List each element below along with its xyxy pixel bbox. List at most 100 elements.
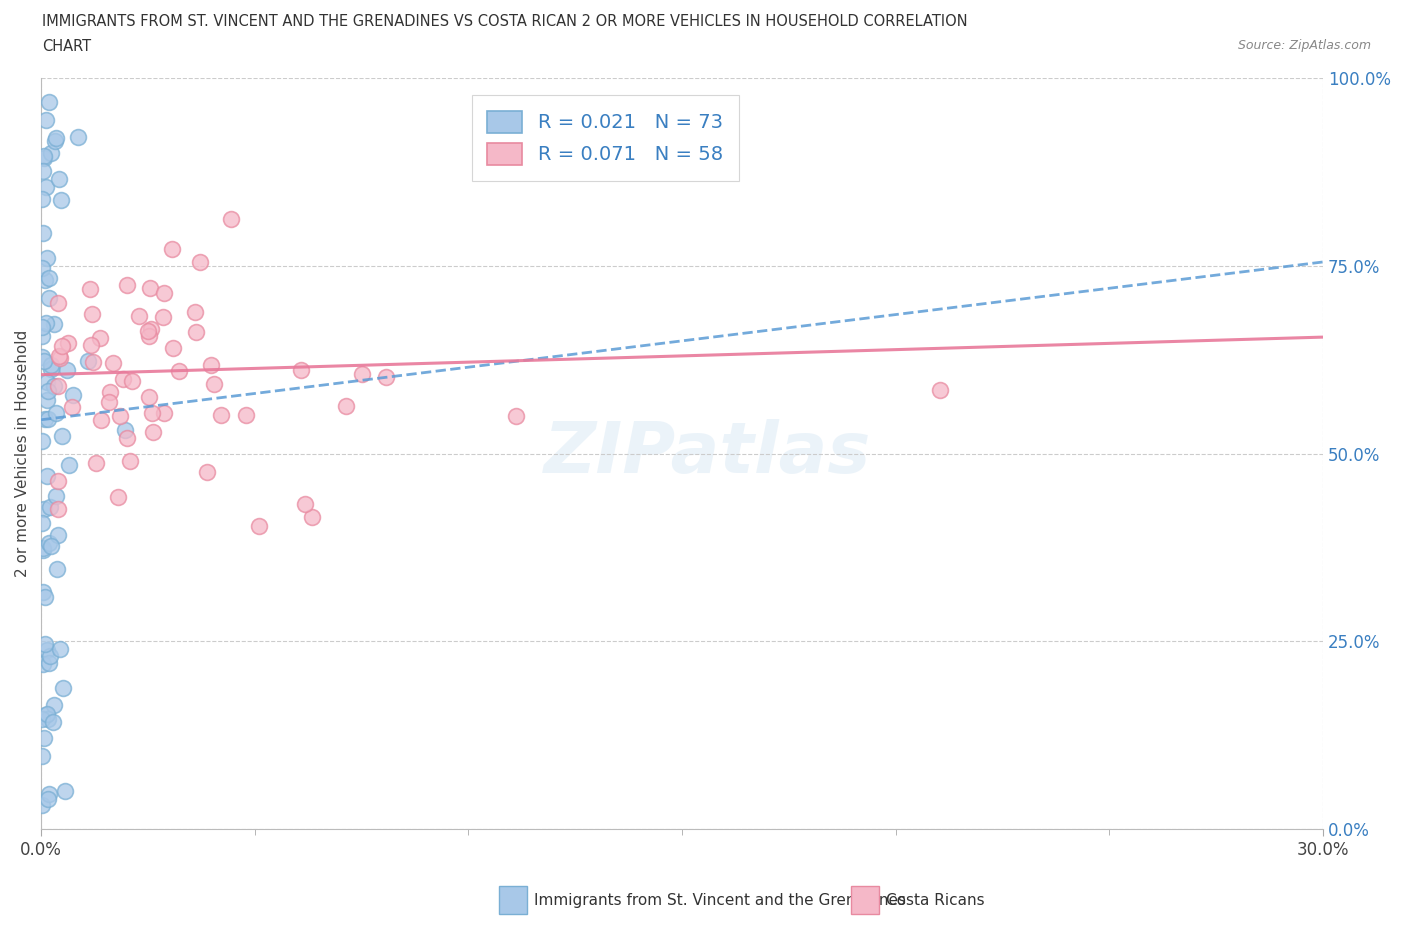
Point — [31, 192, 53, 206]
Point — [56, 363, 79, 378]
Point — [152, 310, 174, 325]
Point — [139, 322, 162, 337]
Point — [34, 590, 56, 604]
Point — [31, 260, 53, 275]
Point — [34, 637, 56, 652]
Point — [35, 375, 58, 390]
Point — [31, 584, 53, 599]
Point — [160, 242, 183, 257]
Point — [32, 149, 55, 164]
Point — [46, 295, 69, 310]
Point — [58, 458, 80, 472]
Point — [82, 355, 104, 370]
Point — [128, 309, 150, 324]
Point — [35, 392, 58, 407]
Point — [48, 172, 70, 187]
Point — [31, 711, 53, 726]
Point — [49, 350, 72, 365]
Point — [34, 353, 56, 368]
Point — [31, 798, 53, 813]
Point — [188, 255, 211, 270]
Point — [48, 349, 70, 364]
Point — [52, 680, 75, 695]
Point — [98, 385, 121, 400]
Point — [141, 405, 163, 420]
Point — [35, 315, 58, 330]
Point — [184, 325, 207, 339]
Point — [139, 281, 162, 296]
Point — [44, 316, 66, 331]
Point — [37, 383, 59, 398]
Point — [136, 324, 159, 339]
Point — [247, 518, 270, 533]
Point — [35, 469, 58, 484]
Point — [38, 271, 60, 286]
Point — [51, 429, 73, 444]
Text: Costa Ricans: Costa Ricans — [886, 893, 984, 908]
Point — [38, 655, 60, 670]
Y-axis label: 2 or more Vehicles in Household: 2 or more Vehicles in Household — [15, 330, 30, 578]
Point — [32, 731, 55, 746]
Point — [51, 339, 73, 353]
Text: CHART: CHART — [42, 39, 91, 54]
Point — [90, 413, 112, 428]
Point — [77, 353, 100, 368]
Point — [32, 150, 55, 165]
Point — [45, 488, 67, 503]
Point — [86, 456, 108, 471]
Point — [103, 355, 125, 370]
Point — [82, 307, 104, 322]
Point — [31, 749, 53, 764]
Point — [38, 291, 60, 306]
Point — [374, 369, 396, 384]
Point — [301, 510, 323, 525]
Point — [505, 408, 527, 423]
Point — [44, 134, 66, 149]
Point — [195, 465, 218, 480]
Point — [209, 407, 232, 422]
Point — [46, 562, 69, 577]
Point — [34, 273, 56, 288]
Point — [114, 422, 136, 437]
Point — [200, 357, 222, 372]
Point — [32, 657, 55, 671]
Point — [62, 388, 84, 403]
Point — [31, 225, 53, 240]
Point — [162, 340, 184, 355]
Point — [138, 328, 160, 343]
Point — [202, 377, 225, 392]
Point — [167, 364, 190, 379]
Point — [39, 538, 62, 553]
Point — [53, 784, 76, 799]
Point — [138, 390, 160, 405]
Point — [335, 399, 357, 414]
Point — [142, 424, 165, 439]
Point — [31, 515, 53, 530]
Point — [37, 250, 59, 265]
Point — [46, 474, 69, 489]
Point — [35, 708, 58, 723]
Point — [235, 407, 257, 422]
Point — [39, 357, 62, 372]
Point — [37, 791, 59, 806]
Point — [34, 113, 56, 127]
Point — [31, 433, 53, 448]
Point — [39, 362, 62, 377]
Point — [32, 163, 55, 178]
Point — [98, 394, 121, 409]
Point — [67, 130, 90, 145]
Point — [45, 130, 67, 145]
Point — [183, 305, 205, 320]
Point — [115, 431, 138, 445]
Point — [38, 95, 60, 110]
Point — [51, 193, 73, 207]
Point — [31, 329, 53, 344]
Point — [31, 542, 53, 557]
Point — [89, 331, 111, 346]
Point — [35, 643, 58, 658]
Point — [35, 707, 58, 722]
Text: Immigrants from St. Vincent and the Grenadines: Immigrants from St. Vincent and the Gren… — [534, 893, 907, 908]
Point — [46, 527, 69, 542]
Point — [110, 408, 132, 423]
Point — [44, 379, 66, 393]
